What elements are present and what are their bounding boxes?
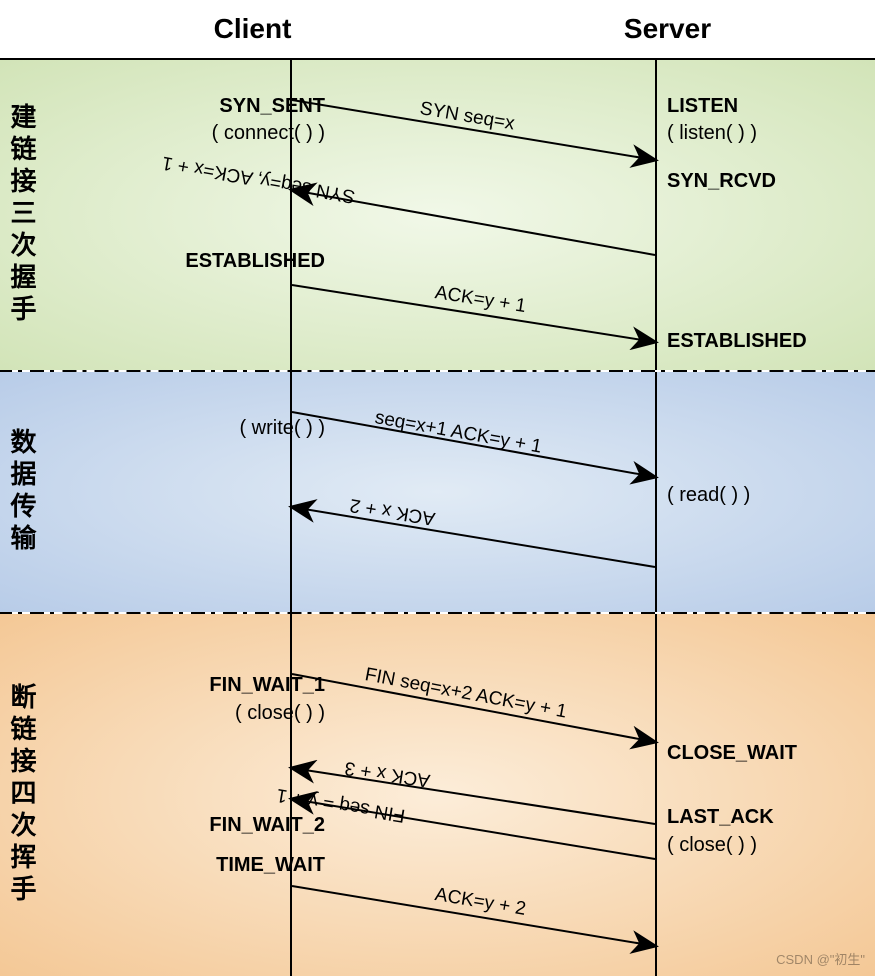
client-header: Client	[45, 0, 460, 58]
client-state-close-0: FIN_WAIT_1	[209, 674, 325, 697]
header-spacer	[0, 0, 45, 58]
server-lifeline	[655, 372, 657, 612]
msg-label-close-3: ACK=y + 2	[433, 884, 527, 921]
client-state-close-3: TIME_WAIT	[216, 854, 325, 877]
server-state-handshake-1: ( listen( ) )	[667, 122, 757, 145]
server-state-handshake-0: LISTEN	[667, 95, 738, 118]
section-handshake: 建链接三次握手 SYN_SENT ( connect( ) ) ESTABLISHED…	[0, 60, 875, 370]
msg-label-close-1: ACK x + 3	[343, 756, 431, 791]
server-state-transfer-0: ( read( ) )	[667, 484, 750, 507]
client-state-close-1: ( close( ) )	[235, 702, 325, 725]
client-state-transfer-0: ( write( ) )	[239, 417, 325, 440]
server-lifeline	[655, 60, 657, 370]
section-content-transfer: ( write( ) ) ( read( ) ) seq=x+1 ACK=y + 1…	[45, 372, 875, 612]
msg-label-transfer-1: ACK x + 2	[348, 493, 437, 529]
section-content-handshake: SYN_SENT ( connect( ) ) ESTABLISHED LISTEN (…	[45, 60, 875, 370]
section-label-handshake: 建链接三次握手	[0, 60, 45, 370]
sections-container: 建链接三次握手 SYN_SENT ( connect( ) ) ESTABLISHED…	[0, 60, 875, 976]
client-lifeline	[290, 372, 292, 612]
msg-label-handshake-0: SYN seq=x	[418, 98, 516, 135]
server-state-handshake-2: SYN_RCVD	[667, 170, 776, 193]
header-row: Client Server	[0, 0, 875, 60]
arrows-transfer	[45, 372, 875, 612]
arrows-close	[45, 614, 875, 976]
client-state-handshake-0: SYN_SENT	[219, 95, 325, 118]
msg-label-transfer-0: seq=x+1 ACK=y + 1	[373, 407, 543, 458]
msg-label-handshake-2: ACK=y + 1	[433, 282, 527, 318]
msg-label-close-0: FIN seq=x+2 ACK=y + 1	[363, 664, 568, 723]
section-label-close: 断链接四次挥手	[0, 614, 45, 976]
arrow-transfer-1	[292, 507, 655, 567]
section-close: 断链接四次挥手 FIN_WAIT_1 ( close( ) ) FIN_WAIT_2 T…	[0, 614, 875, 976]
watermark: CSDN @"初生"	[776, 949, 865, 968]
client-state-handshake-1: ( connect( ) )	[212, 122, 325, 145]
server-state-handshake-3: ESTABLISHED	[667, 330, 807, 353]
section-label-transfer: 数据传输	[0, 372, 45, 612]
server-state-close-0: CLOSE_WAIT	[667, 742, 797, 765]
server-state-close-2: ( close( ) )	[667, 834, 757, 857]
client-state-handshake-2: ESTABLISHED	[185, 250, 325, 273]
server-header: Server	[460, 0, 875, 58]
msg-label-handshake-1: SYN seq=y, ACK=x + 1	[161, 151, 357, 207]
client-state-close-2: FIN_WAIT_2	[209, 814, 325, 837]
server-state-close-1: LAST_ACK	[667, 806, 774, 829]
section-transfer: 数据传输 ( write( ) ) ( read( ) ) seq=x+1 ACK=y…	[0, 372, 875, 612]
section-content-close: FIN_WAIT_1 ( close( ) ) FIN_WAIT_2 TIME_WAI…	[45, 614, 875, 976]
server-lifeline	[655, 614, 657, 976]
